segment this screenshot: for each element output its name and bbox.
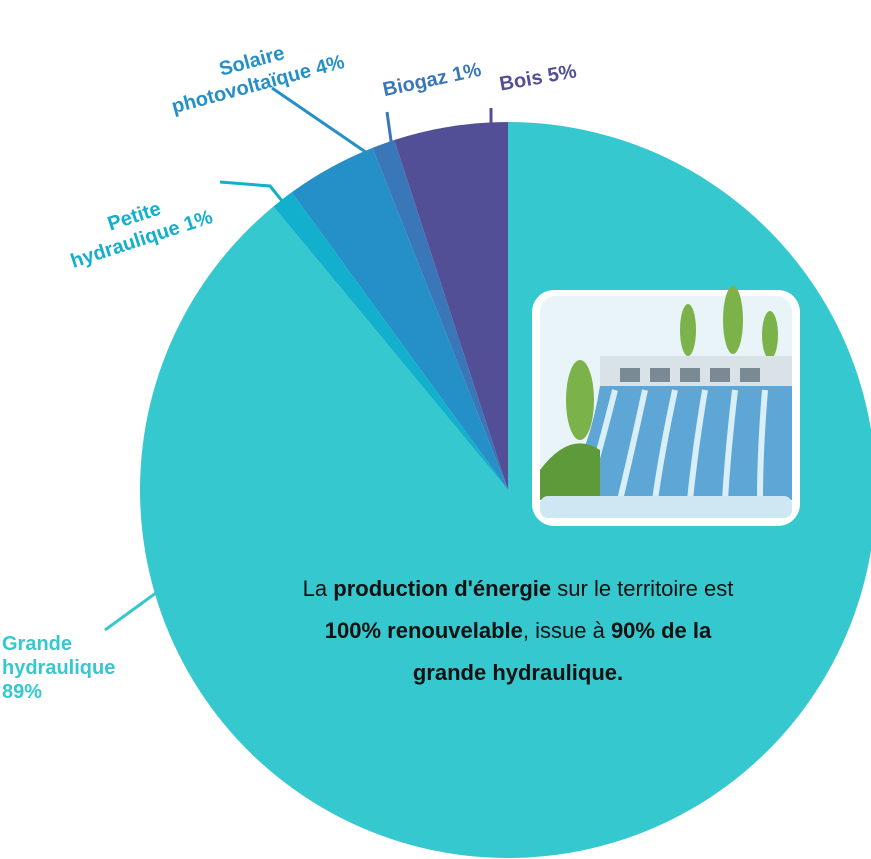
water-streaks — [582, 389, 768, 501]
tree — [723, 286, 743, 354]
dam-window — [620, 368, 640, 382]
river — [540, 496, 792, 518]
dam-window — [650, 368, 670, 382]
dam-window — [710, 368, 730, 382]
annotation: La production d'énergie sur le territoir… — [298, 568, 738, 694]
value-label: 5% — [545, 60, 579, 88]
pie-slice — [394, 122, 508, 490]
dam-window — [740, 368, 760, 382]
value-label: 1% — [450, 58, 484, 87]
annotation-part: 100% renouvelable — [324, 618, 523, 643]
pie-slice — [291, 147, 508, 490]
tree — [762, 311, 778, 359]
tree — [680, 304, 696, 356]
annotation-part: production d'énergie — [333, 576, 552, 601]
annotation-part: La — [302, 576, 334, 601]
annotation-part: sur le territoire est — [551, 576, 740, 601]
pie-slice — [273, 192, 508, 491]
annotation-part: , issue à — [522, 618, 611, 643]
annotation-part: 90% de la grande hydraulique. — [412, 618, 718, 685]
dam-window — [680, 368, 700, 382]
leader-line — [271, 86, 368, 155]
leader-line — [219, 180, 285, 203]
leader-line — [104, 588, 161, 632]
tree — [566, 360, 594, 440]
value-label: 89% — [2, 681, 43, 703]
slice-label: Grande hydraulique 89% — [2, 632, 122, 704]
leader-lines — [104, 86, 493, 632]
hill — [540, 443, 600, 500]
dam-illustration — [532, 286, 800, 526]
pie-slice — [372, 140, 508, 490]
category-name: Grande hydraulique — [2, 633, 116, 679]
